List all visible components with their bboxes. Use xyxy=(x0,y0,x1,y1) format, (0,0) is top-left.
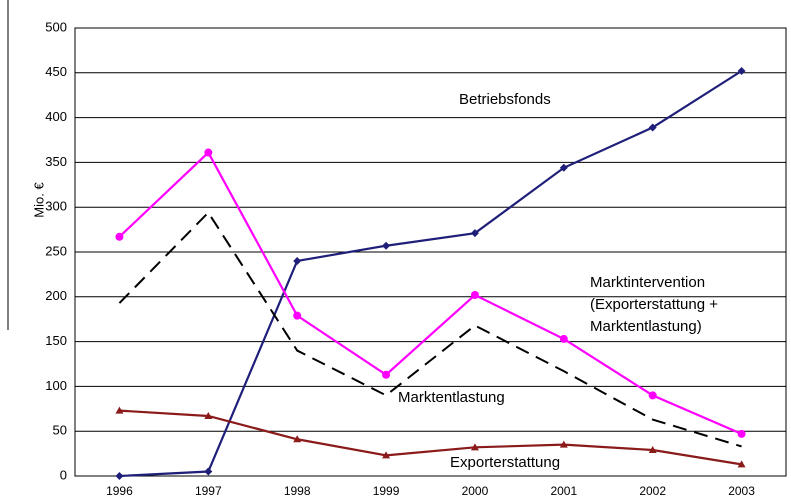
x-tick-label: 2000 xyxy=(462,484,489,498)
marker xyxy=(737,460,746,468)
y-tick-label: 400 xyxy=(45,109,67,124)
y-tick-label: 0 xyxy=(60,467,67,482)
y-tick-label: 350 xyxy=(45,154,67,169)
x-tick-label: 1996 xyxy=(106,484,133,498)
y-tick-label: 150 xyxy=(45,333,67,348)
series-label: Exporterstattung xyxy=(450,454,561,471)
marker xyxy=(293,435,302,443)
marker xyxy=(559,440,568,448)
x-tick-label: 1999 xyxy=(373,484,400,498)
marker xyxy=(115,472,124,480)
x-tick-label: 2001 xyxy=(550,484,577,498)
series-label: Marktintervention (Exporterstattung + Ma… xyxy=(590,274,718,335)
series-line xyxy=(119,409,742,466)
x-tick-label: 2003 xyxy=(728,484,755,498)
marker xyxy=(470,443,479,451)
marker xyxy=(737,429,746,438)
marker xyxy=(648,446,657,454)
marker xyxy=(737,67,746,76)
marker xyxy=(648,391,657,400)
marker xyxy=(648,123,657,132)
marker xyxy=(382,370,391,379)
marker xyxy=(204,148,213,157)
y-tick-label: 50 xyxy=(53,423,67,438)
marker xyxy=(470,229,479,238)
marker xyxy=(470,291,479,300)
x-tick-label: 1998 xyxy=(284,484,311,498)
y-tick-label: 500 xyxy=(45,19,67,34)
y-tick-label: 250 xyxy=(45,243,67,258)
marker xyxy=(382,241,391,250)
marker xyxy=(559,334,568,343)
marker xyxy=(382,451,391,459)
series-line xyxy=(119,70,743,478)
x-tick-label: 1997 xyxy=(195,484,222,498)
marker xyxy=(204,467,213,476)
marker xyxy=(115,406,124,414)
marker xyxy=(559,163,568,172)
y-tick-label: 300 xyxy=(45,199,67,214)
y-tick-label: 100 xyxy=(45,378,67,393)
series-line xyxy=(118,210,742,448)
y-tick-label: 200 xyxy=(45,288,67,303)
y-tick-label: 450 xyxy=(45,64,67,79)
x-tick-label: 2002 xyxy=(639,484,666,498)
marker xyxy=(115,232,124,241)
marker xyxy=(293,311,302,320)
y-axis-label: Mio. € xyxy=(31,182,46,218)
series-line xyxy=(118,150,743,435)
marker xyxy=(293,256,302,265)
series-label: Marktentlastung xyxy=(398,389,505,406)
marker xyxy=(204,411,213,419)
series-label: Betriebsfonds xyxy=(459,91,551,108)
